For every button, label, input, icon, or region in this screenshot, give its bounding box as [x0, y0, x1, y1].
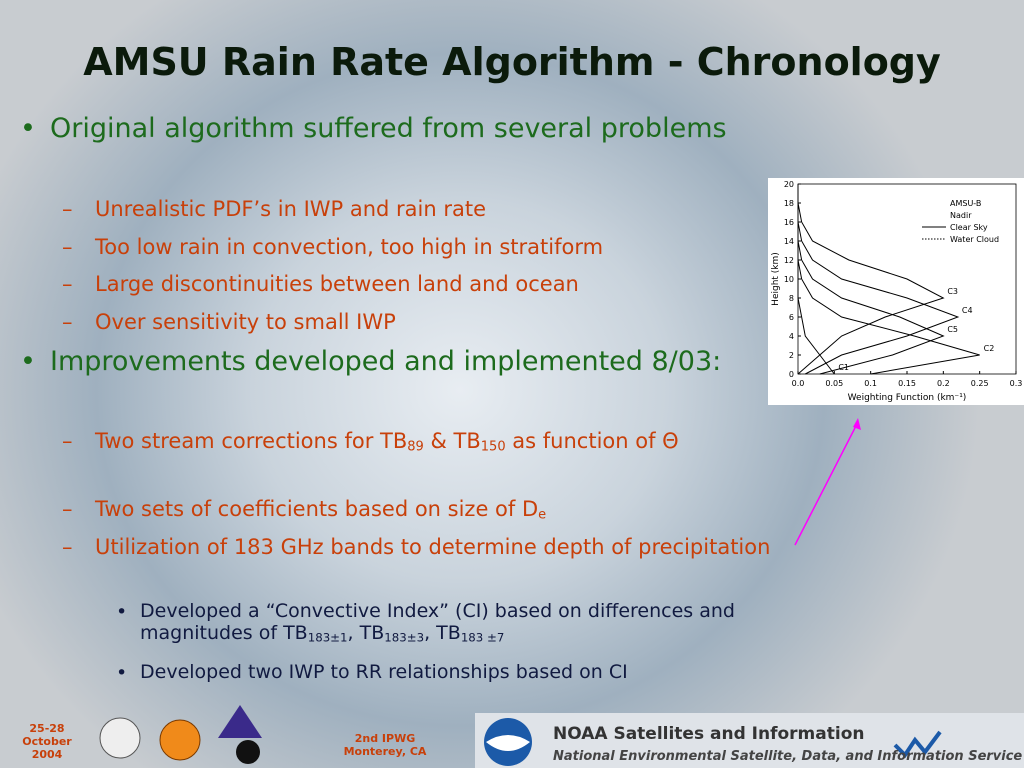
y-tick-label: 18: [784, 199, 794, 208]
bullet-text: Improvements developed and implemented 8…: [50, 346, 740, 377]
date-line: 2004: [31, 748, 63, 762]
legend-heading: Nadir: [950, 211, 972, 220]
bullet-text: Developed a “Convective Index” (CI) base…: [140, 600, 790, 645]
bullet-text: Original algorithm suffered from several…: [50, 113, 740, 144]
pointer-arrow: [794, 421, 859, 546]
legend-label: Water Cloud: [950, 235, 999, 244]
bullet-marker: •: [116, 601, 128, 623]
bullet-text: Two sets of coefficients based on size o…: [95, 497, 800, 524]
legend-label: Clear Sky: [950, 223, 988, 232]
ghost-icon: [99, 717, 141, 759]
legend-heading: AMSU-B: [950, 199, 981, 208]
bullet-marker: –: [62, 197, 73, 221]
text-run: Original algorithm suffered from several…: [50, 113, 727, 144]
y-tick-label: 10: [784, 275, 794, 284]
y-tick-label: 16: [784, 218, 794, 227]
noaa-logo-bird: [486, 735, 530, 751]
x-tick-label: 0.1: [864, 379, 877, 388]
text-run: Developed two IWP to RR relationships ba…: [140, 661, 628, 683]
text-run: Over sensitivity to small IWP: [95, 310, 396, 334]
text-run: , TB: [347, 621, 385, 644]
y-tick-label: 12: [784, 256, 794, 265]
x-tick-label: 0.3: [1010, 379, 1023, 388]
x-tick-label: 0.15: [898, 379, 916, 388]
x-tick-label: 0.25: [971, 379, 989, 388]
x-tick-label: 0.2: [937, 379, 950, 388]
date-line: 25-28: [29, 722, 65, 735]
pumpkin-icon: [159, 719, 201, 761]
bullet-marker: •: [116, 662, 128, 684]
text-run: Two sets of coefficients based on size o…: [95, 497, 539, 521]
bullet-text: Utilization of 183 GHz bands to determin…: [95, 535, 800, 559]
bullet-marker: •: [20, 346, 36, 377]
nesdis-logo: [893, 730, 942, 759]
y-tick-label: 20: [784, 180, 794, 189]
text-run: Two stream corrections for TB: [95, 429, 408, 453]
text-run: Improvements developed and implemented 8…: [50, 346, 722, 377]
subscript: 183±1: [307, 630, 348, 645]
y-tick-label: 4: [789, 332, 794, 341]
bullet-marker: –: [62, 310, 73, 334]
bullet-text: Unrealistic PDF’s in IWP and rain rate: [95, 197, 800, 221]
bullet-marker: –: [62, 272, 73, 296]
bullet-text: Large discontinuities between land and o…: [95, 272, 800, 296]
text-run: Too low rain in convection, too high in …: [95, 235, 604, 259]
x-tick-label: 0.0: [792, 379, 805, 388]
y-tick-label: 6: [789, 313, 794, 322]
inset-background: [768, 178, 1024, 405]
text-run: & TB: [423, 429, 481, 453]
arrow-head: [853, 418, 861, 430]
bullet-marker: •: [20, 113, 36, 144]
bullet-marker: –: [62, 535, 73, 559]
cat-icon: [236, 740, 260, 764]
bullet-marker: –: [62, 429, 73, 453]
text-run: Utilization of 183 GHz bands to determin…: [95, 535, 771, 559]
bullet-text: Over sensitivity to small IWP: [95, 310, 800, 334]
x-axis-title: Weighting Function (km⁻¹): [848, 393, 967, 403]
subscript: 89: [407, 439, 424, 455]
y-tick-label: 14: [784, 237, 794, 246]
y-tick-label: 8: [789, 294, 794, 303]
text-run: , TB: [424, 621, 461, 644]
bullet-text: Developed two IWP to RR relationships ba…: [140, 661, 790, 684]
meeting-line: 2nd IPWG: [354, 732, 416, 745]
curve-label: C3: [947, 287, 958, 296]
weighting-curve: [797, 184, 945, 375]
subscript: 150: [480, 439, 506, 455]
meeting-line: Monterey, CA: [343, 745, 427, 759]
y-axis-title: Height (km): [771, 252, 781, 306]
text-run: Developed a “Convective Index” (CI) base…: [140, 600, 735, 644]
text-run: Large discontinuities between land and o…: [95, 272, 579, 296]
meeting-block: 2nd IPWG Monterey, CA: [330, 732, 440, 758]
bullet-text: Too low rain in convection, too high in …: [95, 235, 800, 259]
bullet-marker: –: [62, 497, 73, 521]
curve-label: C4: [962, 306, 973, 315]
curve-label: C5: [947, 325, 958, 334]
noaa-title: NOAA Satellites and Information: [553, 724, 864, 744]
bullet-text: Two stream corrections for TB89 & TB150 …: [95, 429, 800, 456]
date-block: 25-28 October 2004: [17, 722, 77, 762]
weighting-curve: [797, 184, 945, 375]
subscript: e: [538, 507, 547, 523]
witch-hat-icon: [218, 705, 262, 738]
bullet-marker: –: [62, 235, 73, 259]
noaa-subtitle: National Environmental Satellite, Data, …: [553, 749, 1022, 764]
y-tick-label: 2: [789, 351, 794, 360]
subscript: 183 ±7: [460, 630, 505, 645]
slide-title: AMSU Rain Rate Algorithm - Chronology: [83, 40, 941, 84]
x-tick-label: 0.05: [825, 379, 843, 388]
subscript: 183±3: [384, 630, 425, 645]
text-run: Unrealistic PDF’s in IWP and rain rate: [95, 197, 487, 221]
date-line: October: [22, 735, 72, 749]
y-tick-label: 0: [789, 370, 794, 379]
curve-label: C2: [984, 344, 995, 353]
text-run: as function of Θ: [505, 429, 679, 453]
